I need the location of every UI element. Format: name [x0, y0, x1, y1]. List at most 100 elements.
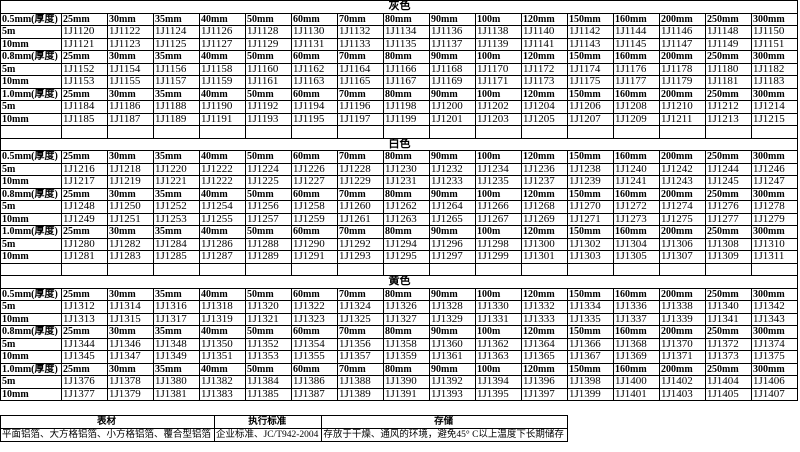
- product-code: 1J1236: [521, 162, 568, 176]
- width-header: 60mm: [291, 87, 338, 101]
- product-code: 1J1134: [383, 25, 430, 39]
- section-title-row: 白色: [0, 137, 799, 151]
- width-header: 25mm: [61, 50, 108, 64]
- product-code: 1J1288: [245, 237, 292, 251]
- product-code: 1J1255: [199, 212, 246, 226]
- width-header: 300mm: [750, 87, 799, 101]
- product-code: 1J1376: [61, 375, 108, 389]
- product-code: 1J1124: [153, 25, 200, 39]
- empty-cell: [705, 125, 752, 139]
- product-code: 1J1327: [383, 312, 430, 326]
- width-header: 35mm: [153, 287, 200, 301]
- product-code: 1J1366: [567, 337, 614, 351]
- product-code: 1J1222: [199, 175, 246, 189]
- product-code: 1J1287: [199, 250, 246, 264]
- product-code: 1J1271: [567, 212, 614, 226]
- product-code: 1J1211: [659, 112, 706, 126]
- product-code: 1J1120: [61, 25, 108, 39]
- product-code: 1J1375: [750, 350, 799, 364]
- product-code: 1J1367: [567, 350, 614, 364]
- product-code: 1J1354: [291, 337, 338, 351]
- product-code: 1J1307: [659, 250, 706, 264]
- product-code: 1J1284: [153, 237, 200, 251]
- width-header: 250mm: [705, 12, 752, 26]
- product-code: 1J1260: [337, 200, 384, 214]
- width-header: 120mm: [521, 50, 568, 64]
- product-code: 1J1224: [245, 162, 292, 176]
- length-label: 5m: [0, 375, 62, 389]
- width-header: 300mm: [750, 287, 799, 301]
- product-code: 1J1195: [291, 112, 338, 126]
- product-code: 1J1395: [475, 387, 522, 401]
- info-value-row: 平面铝箔、大方格铝箔、小方格铝箔、覆合型铝箔 企业标准、JC/T942-2004…: [0, 428, 568, 442]
- product-code: 1J1393: [429, 387, 476, 401]
- product-code: 1J1242: [659, 162, 706, 176]
- product-code: 1J1147: [659, 37, 706, 51]
- width-header: 40mm: [199, 12, 246, 26]
- empty-cell: [291, 262, 338, 276]
- product-code: 1J1170: [475, 62, 522, 76]
- table-row: 10mm 1J1121 1J1123 1J1125 1J1127 1J1129 1J1131…: [0, 37, 799, 51]
- product-code: 1J1264: [429, 200, 476, 214]
- product-code: 1J1365: [521, 350, 568, 364]
- product-code: 1J1319: [199, 312, 246, 326]
- width-header: 100m: [475, 150, 522, 164]
- width-header: 250mm: [705, 325, 752, 339]
- product-code: 1J1209: [613, 112, 660, 126]
- length-label: 5m: [0, 300, 62, 314]
- product-code: 1J1199: [383, 112, 430, 126]
- width-header: 25mm: [61, 187, 108, 201]
- product-code: 1J1225: [245, 175, 292, 189]
- product-code: 1J1313: [61, 312, 108, 326]
- product-code: 1J1311: [750, 250, 799, 264]
- width-header: 250mm: [705, 87, 752, 101]
- product-code: 1J1290: [291, 237, 338, 251]
- product-code: 1J1132: [337, 25, 384, 39]
- empty-cell: [199, 262, 246, 276]
- width-header: 160mm: [613, 187, 660, 201]
- width-header: 250mm: [705, 50, 752, 64]
- empty-cell: [613, 262, 660, 276]
- table-row: 10mm 1J1377 1J1379 1J1381 1J1383 1J1385 1J1387…: [0, 387, 799, 401]
- product-code: 1J1328: [429, 300, 476, 314]
- width-header: 35mm: [153, 362, 200, 376]
- width-header: 25mm: [61, 287, 108, 301]
- product-code-table: 灰色 0.5mm(厚度) 25mm 30mm 35mm 40mm 50mm 60mm 70mm 8…: [0, 0, 799, 401]
- product-code: 1J1160: [245, 62, 292, 76]
- thickness-label: 0.5mm(厚度): [0, 287, 62, 301]
- product-code: 1J1374: [750, 337, 799, 351]
- width-header: 30mm: [107, 287, 154, 301]
- product-code: 1J1285: [153, 250, 200, 264]
- product-code: 1J1369: [613, 350, 660, 364]
- product-code: 1J1275: [659, 212, 706, 226]
- width-header: 60mm: [291, 325, 338, 339]
- product-code: 1J1289: [245, 250, 292, 264]
- product-code: 1J1300: [521, 237, 568, 251]
- width-header: 25mm: [61, 12, 108, 26]
- product-code: 1J1148: [705, 25, 752, 39]
- width-header: 200mm: [659, 362, 706, 376]
- product-code: 1J1133: [337, 37, 384, 51]
- thickness-label: 1.0mm(厚度): [0, 225, 62, 239]
- product-code: 1J1351: [199, 350, 246, 364]
- width-header: 200mm: [659, 187, 706, 201]
- product-code: 1J1349: [153, 350, 200, 364]
- product-code: 1J1263: [383, 212, 430, 226]
- product-code: 1J1202: [475, 100, 522, 114]
- width-header: 300mm: [750, 12, 799, 26]
- product-code: 1J1253: [153, 212, 200, 226]
- product-code: 1J1274: [659, 200, 706, 214]
- width-header: 50mm: [245, 362, 292, 376]
- width-header: 30mm: [107, 187, 154, 201]
- table-row: 10mm 1J1313 1J1315 1J1317 1J1319 1J1321 1J1323…: [0, 312, 799, 326]
- product-code: 1J1396: [521, 375, 568, 389]
- empty-cell: [659, 125, 706, 139]
- product-code: 1J1141: [521, 37, 568, 51]
- product-code: 1J1388: [337, 375, 384, 389]
- width-header: 200mm: [659, 225, 706, 239]
- product-code: 1J1347: [107, 350, 154, 364]
- empty-cell: [199, 125, 246, 139]
- width-header: 40mm: [199, 325, 246, 339]
- product-code: 1J1339: [659, 312, 706, 326]
- product-code: 1J1139: [475, 37, 522, 51]
